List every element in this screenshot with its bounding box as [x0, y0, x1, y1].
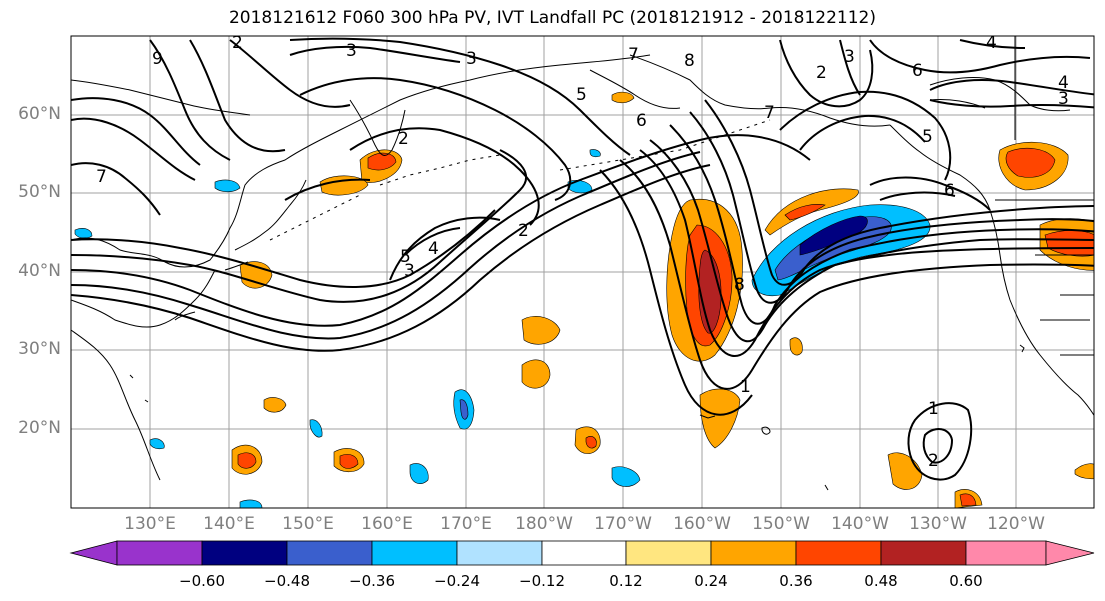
lat-label: 50°N [18, 182, 61, 202]
lon-label: 180°W [515, 514, 573, 534]
colorbar-tick: −0.48 [264, 572, 310, 590]
lon-label: 160°E [361, 514, 413, 534]
contour-label: 3 [844, 47, 855, 67]
lon-label: 170°E [440, 514, 492, 534]
contour-label: 5 [400, 247, 411, 267]
contour-label: 6 [636, 111, 647, 131]
lon-label: 130°W [909, 514, 967, 534]
contour-label: 2 [816, 63, 827, 83]
colorbar-tick: −0.24 [434, 572, 480, 590]
colorbar-tick: −0.36 [349, 572, 395, 590]
contour-label: 2 [928, 451, 939, 471]
figure-title: 2018121612 F060 300 hPa PV, IVT Landfall… [228, 8, 876, 28]
contour-label: 7 [96, 167, 107, 187]
contour-labels: 2 3 3 9 5 6 7 8 2 3 6 7 4 4 3 5 6 7 2 5 … [96, 33, 1069, 471]
contour-label: 2 [232, 33, 243, 53]
contour-label: 8 [684, 51, 695, 71]
contour-label: 3 [346, 41, 357, 61]
contour-label: 6 [944, 181, 955, 201]
contour-label: 7 [764, 103, 775, 123]
pv-contours [71, 37, 1094, 481]
contour-label: 1 [928, 399, 939, 419]
colorbar-tick: −0.60 [179, 572, 225, 590]
lon-label: 160°W [673, 514, 731, 534]
colorbar-tick: 0.48 [864, 572, 898, 590]
coastlines [71, 36, 1094, 491]
contour-label: 8 [734, 275, 745, 295]
colorbar [69, 540, 1095, 566]
lat-label: 20°N [18, 418, 61, 438]
contour-label: 2 [398, 129, 409, 149]
colorbar-tick: 0.12 [609, 572, 643, 590]
contour-label: 4 [1058, 73, 1069, 93]
contour-label: 1 [740, 377, 751, 397]
lon-label: 150°E [282, 514, 334, 534]
colorbar-tick: 0.36 [779, 572, 813, 590]
colorbar-tick: 0.24 [694, 572, 728, 590]
lon-label: 140°E [203, 514, 255, 534]
closed-contour-subtropical [907, 402, 973, 481]
contour-label: 2 [518, 221, 529, 241]
colorbar-extend-low [69, 540, 118, 566]
lon-label: 140°W [831, 514, 889, 534]
contour-label: 5 [922, 127, 933, 147]
colorbar-tick: 0.60 [949, 572, 983, 590]
contour-label: 6 [912, 61, 923, 81]
contour-label: 3 [1058, 89, 1069, 109]
colorbar-tick: −0.12 [519, 572, 565, 590]
lon-label: 150°W [752, 514, 810, 534]
colorbar-extend-high [1045, 540, 1095, 566]
contour-label: 7 [628, 45, 639, 65]
lat-label: 60°N [18, 104, 61, 124]
contour-label: 5 [576, 85, 587, 105]
contour-label: 4 [986, 33, 997, 53]
lon-label: 130°E [124, 514, 176, 534]
map-frame [70, 35, 1095, 509]
contour-label: 3 [466, 49, 477, 69]
lat-label: 30°N [18, 339, 61, 359]
lon-label: 170°W [594, 514, 652, 534]
lat-label: 40°N [18, 261, 61, 281]
lon-label: 120°W [987, 514, 1045, 534]
contour-label: 9 [152, 49, 163, 69]
contour-label: 3 [404, 261, 415, 281]
contour-label: 4 [428, 239, 439, 259]
